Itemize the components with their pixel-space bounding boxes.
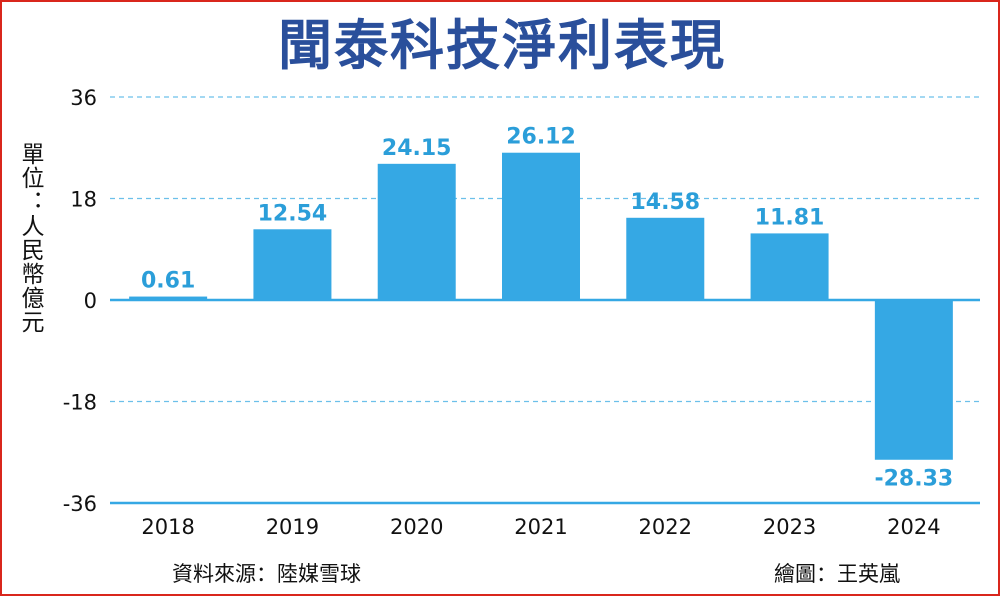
chart-title: 聞泰科技淨利表現 — [278, 14, 726, 77]
y-tick-label: -18 — [63, 391, 97, 415]
value-label-2020: 24.15 — [382, 136, 452, 161]
bar-2023 — [750, 233, 829, 300]
y-tick-label: 36 — [70, 86, 97, 110]
x-tick-label: 2019 — [266, 515, 319, 539]
value-label-2019: 12.54 — [258, 201, 328, 226]
x-tick-label: 2023 — [763, 515, 816, 539]
bar-2019 — [253, 229, 332, 300]
source-note: 資料來源：陸媒雪球 — [172, 562, 361, 586]
bar-2021 — [502, 152, 580, 300]
bars — [129, 152, 953, 460]
value-label-2021: 26.12 — [506, 125, 576, 150]
bar-2024 — [874, 300, 953, 460]
x-tick-label: 2018 — [141, 515, 194, 539]
value-label-2023: 11.81 — [755, 205, 825, 230]
value-label-2018: 0.61 — [141, 269, 195, 294]
value-label-2022: 14.58 — [630, 190, 700, 215]
bar-2018 — [129, 296, 208, 300]
unit-label: 單位：人民幣億元 — [17, 142, 43, 334]
y-tick-label: 18 — [70, 188, 97, 212]
credit-note: 繪圖：王英嵐 — [774, 562, 900, 586]
y-tick-label: 0 — [84, 289, 97, 313]
y-tick-label: -36 — [63, 492, 97, 516]
data-labels: 0.61 12.54 24.15 26.12 14.58 11.81 -28.33 — [141, 125, 953, 492]
x-tick-label: 2022 — [639, 515, 692, 539]
bar-2020 — [377, 163, 456, 300]
bar-2022 — [626, 217, 705, 300]
y-axis-ticks: 36 18 0 -18 -36 — [63, 86, 97, 516]
x-axis-ticks: 2018 2019 2020 2021 2022 2023 2024 — [141, 515, 940, 539]
x-tick-label: 2024 — [887, 515, 940, 539]
x-tick-label: 2021 — [514, 515, 567, 539]
value-label-2024: -28.33 — [874, 467, 953, 492]
x-tick-label: 2020 — [390, 515, 443, 539]
